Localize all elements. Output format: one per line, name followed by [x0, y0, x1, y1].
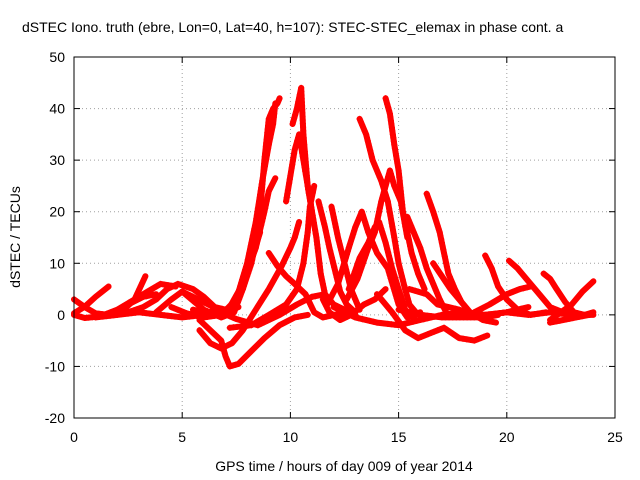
x-tick-label: 0 [70, 429, 78, 445]
series-markers [196, 312, 308, 370]
series-4 [110, 291, 160, 316]
series-27 [404, 213, 450, 316]
series-39 [547, 278, 597, 323]
y-tick-label: 0 [57, 307, 65, 323]
series-markers [382, 95, 427, 289]
series-28 [406, 286, 478, 318]
series-markers [374, 291, 488, 344]
chart-grid [74, 57, 615, 418]
x-axis-label: GPS time / hours of day 009 of year 2014 [215, 458, 473, 474]
chart-series [71, 84, 597, 370]
series-markers [404, 213, 448, 313]
series-markers [356, 115, 417, 313]
series-markers [547, 312, 589, 326]
y-axis-label: dSTEC / TECUs [7, 186, 23, 288]
plot-frame [73, 56, 616, 419]
series-35 [471, 283, 534, 316]
y-tick-label: 10 [49, 255, 65, 271]
chart-title: dSTEC Iono. truth (ebre, Lon=0, Lat=40, … [22, 19, 563, 35]
y-tick-label: 50 [49, 49, 65, 65]
y-tick-label: -20 [45, 410, 65, 426]
y-tick-label: 30 [49, 152, 65, 168]
axis-ticks: 0 5 10 15 20 25 -20 -10 0 10 20 30 40 50 [45, 49, 623, 445]
x-tick-label: 20 [499, 429, 515, 445]
series-markers [289, 84, 315, 211]
y-tick-label: 20 [49, 204, 65, 220]
series-13 [196, 219, 303, 352]
x-tick-label: 15 [391, 429, 407, 445]
series-17 [289, 84, 315, 215]
x-tick-label: 5 [178, 429, 186, 445]
x-tick-label: 25 [607, 429, 623, 445]
x-tick-label: 10 [283, 429, 299, 445]
series-26 [382, 95, 428, 293]
y-tick-label: 40 [49, 101, 65, 117]
series-markers [110, 291, 156, 316]
series-31 [374, 291, 491, 344]
series-markers [471, 284, 530, 316]
series-40 [547, 311, 592, 326]
series-25 [356, 115, 419, 316]
y-tick-label: -10 [45, 358, 65, 374]
